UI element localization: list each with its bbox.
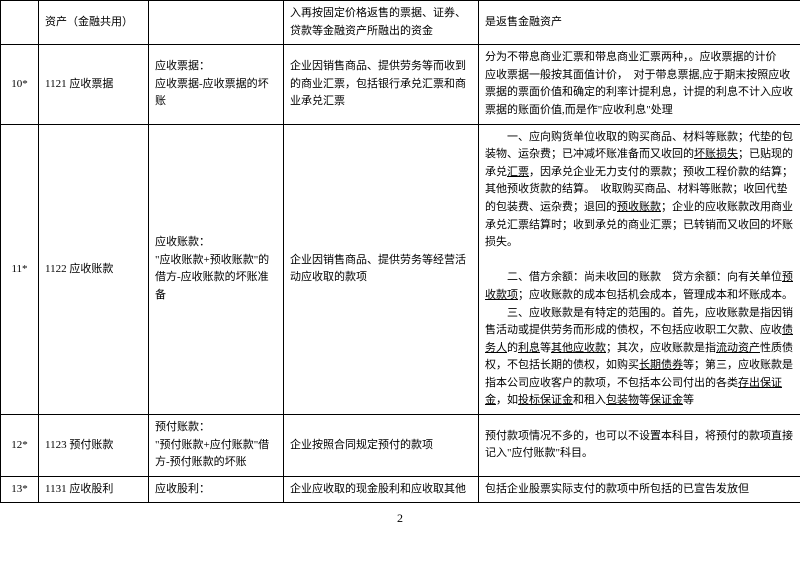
row-index: [1, 1, 39, 45]
table-row: 12*1123 预付账款预付账款："预付账款+应付账款"借方-预付账款的坏账企业…: [1, 415, 800, 477]
account-code: 资产（金融共用）: [39, 1, 149, 45]
notes: 包括企业股票实际支付的款项中所包括的已宣告发放但: [479, 476, 800, 503]
table-row: 10*1121 应收票据应收票据：应收票据-应收票据的坏账企业因销售商品、提供劳…: [1, 45, 800, 124]
account-code: 1123 预付账款: [39, 415, 149, 477]
account-code: 1131 应收股利: [39, 476, 149, 503]
sub-account: 预付账款："预付账款+应付账款"借方-预付账款的坏账: [149, 415, 284, 477]
description: 企业按照合同规定预付的款项: [284, 415, 479, 477]
sub-account: 应收票据：应收票据-应收票据的坏账: [149, 45, 284, 124]
sub-account: [149, 1, 284, 45]
description: 企业应收取的现金股利和应收取其他: [284, 476, 479, 503]
account-code: 1121 应收票据: [39, 45, 149, 124]
sub-account: 应收股利：: [149, 476, 284, 503]
notes: 预付款项情况不多的，也可以不设置本科目，将预付的款项直接记入"应付账款"科目。: [479, 415, 800, 477]
table-row: 11*1122 应收账款应收账款："应收账款+预收账款"的借方-应收账款的坏账准…: [1, 124, 800, 415]
row-index: 10*: [1, 45, 39, 124]
row-index: 13*: [1, 476, 39, 503]
description: 企业因销售商品、提供劳务等而收到的商业汇票，包括银行承兑汇票和商业承兑汇票: [284, 45, 479, 124]
table-row: 13*1131 应收股利应收股利：企业应收取的现金股利和应收取其他包括企业股票实…: [1, 476, 800, 503]
notes: 是返售金融资产: [479, 1, 800, 45]
page-number: 2: [0, 511, 800, 526]
description: 入再按固定价格返售的票据、证券、贷款等金融资产所融出的资金: [284, 1, 479, 45]
sub-account: 应收账款："应收账款+预收账款"的借方-应收账款的坏账准备: [149, 124, 284, 415]
row-index: 11*: [1, 124, 39, 415]
table-row: 资产（金融共用） 入再按固定价格返售的票据、证券、贷款等金融资产所融出的资金是返售…: [1, 1, 800, 45]
row-index: 12*: [1, 415, 39, 477]
notes: 分为不带息商业汇票和带息商业汇票两种，。应收票据的计价 应收票据一般按其面值计价…: [479, 45, 800, 124]
notes: 一、应向购货单位收取的购买商品、材料等账款；代垫的包装物、运杂费；已冲减坏账准备…: [479, 124, 800, 415]
account-code: 1122 应收账款: [39, 124, 149, 415]
accounting-table: 资产（金融共用） 入再按固定价格返售的票据、证券、贷款等金融资产所融出的资金是返售…: [0, 0, 800, 503]
description: 企业因销售商品、提供劳务等经营活动应收取的款项: [284, 124, 479, 415]
